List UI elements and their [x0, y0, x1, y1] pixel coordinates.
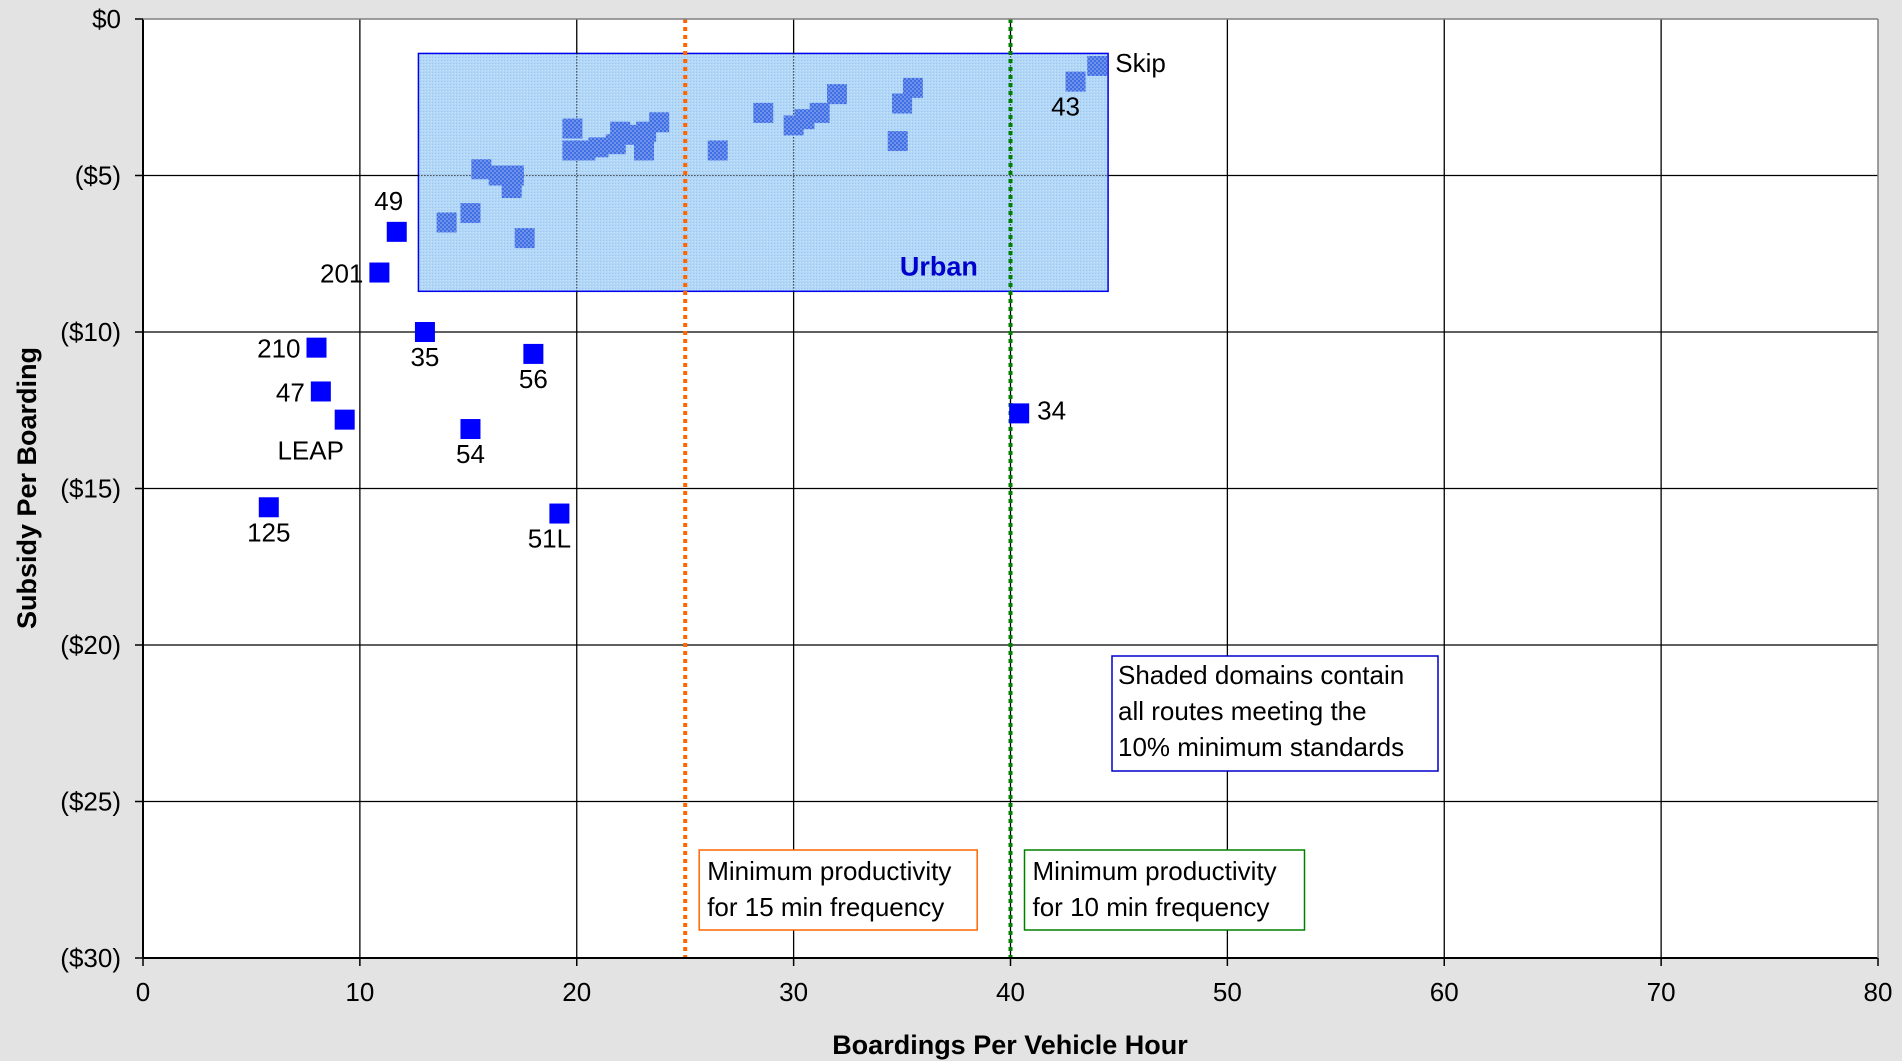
data-point — [605, 134, 626, 155]
points-layer: Skip 43 49 201 35 210 56 47 LEAP 54 34 125 51L — [247, 48, 1166, 554]
data-point — [488, 165, 509, 186]
x-tick-label: 70 — [1647, 977, 1676, 1007]
urban-region — [417, 52, 1109, 293]
annotation-text: all routes meeting the — [1118, 696, 1367, 726]
x-axis-title: Boardings Per Vehicle Hour — [832, 1030, 1188, 1060]
data-point — [809, 102, 830, 123]
grid-layer — [143, 19, 1878, 958]
y-tick-label: ($30) — [60, 943, 121, 973]
x-tick-label: 50 — [1213, 977, 1242, 1007]
x-tick-label: 10 — [345, 977, 374, 1007]
y-tick-label: ($20) — [60, 630, 121, 660]
annotation-text: Shaded domains contain — [1118, 660, 1404, 690]
point-label: Skip — [1115, 48, 1166, 78]
data-point — [436, 212, 457, 233]
point-label: 51L — [528, 524, 571, 554]
data-point — [1009, 403, 1030, 424]
reference-note-text: Minimum productivity — [1033, 856, 1277, 886]
data-point — [414, 322, 435, 342]
annotation-box — [1111, 655, 1439, 772]
y-tick-label: ($5) — [75, 161, 121, 191]
x-tick-label: 40 — [996, 977, 1025, 1007]
data-point — [460, 419, 481, 440]
annotation-text: 10% minimum standards — [1118, 732, 1404, 762]
data-point — [753, 102, 774, 123]
data-point — [902, 77, 923, 98]
x-tick-label: 0 — [136, 977, 150, 1007]
data-point — [369, 262, 390, 283]
y-tick-label: ($15) — [60, 474, 121, 504]
point-label: LEAP — [277, 436, 344, 466]
point-label: 201 — [320, 259, 363, 289]
point-label: 47 — [276, 377, 305, 407]
data-point — [562, 118, 583, 139]
urban-region-layer: Urban — [417, 52, 1109, 293]
point-label: 210 — [257, 334, 300, 364]
data-point — [471, 159, 492, 180]
data-point — [1087, 55, 1108, 76]
y-tick-label: $0 — [92, 4, 121, 34]
data-point — [310, 381, 331, 402]
x-tick-label: 30 — [779, 977, 808, 1007]
reference-note-text: Minimum productivity — [707, 856, 951, 886]
data-point — [460, 203, 481, 224]
x-tick-label: 60 — [1430, 977, 1459, 1007]
data-point — [633, 140, 654, 161]
point-label: 56 — [519, 364, 548, 394]
reference-note-box — [698, 849, 978, 931]
point-label: 43 — [1051, 92, 1080, 122]
data-point — [523, 343, 544, 364]
axes-layer: 0 10 20 30 40 50 60 70 80 $0 ($5) ($10) ($15) ($20) ($… — [60, 4, 1892, 1007]
y-axis-title: Subsidy Per Boarding — [12, 347, 42, 629]
point-label: 125 — [247, 517, 290, 547]
data-point — [562, 140, 583, 161]
data-point — [334, 409, 355, 430]
reference-note-text: for 10 min frequency — [1033, 892, 1270, 922]
data-point — [827, 84, 847, 105]
data-point — [892, 93, 913, 114]
point-label: 34 — [1037, 395, 1066, 425]
notes-layer: Minimum productivity for 15 min frequency… — [698, 655, 1439, 931]
urban-region-label: Urban — [900, 252, 978, 282]
data-point — [707, 140, 728, 161]
point-label: 35 — [410, 342, 439, 372]
point-label: 49 — [374, 186, 403, 216]
reference-note-box — [1023, 849, 1306, 931]
data-point — [887, 131, 908, 152]
data-point — [386, 221, 407, 242]
y-tick-label: ($10) — [60, 317, 121, 347]
data-point — [258, 497, 279, 518]
x-tick-label: 80 — [1864, 977, 1893, 1007]
x-tick-label: 20 — [562, 977, 591, 1007]
data-point — [1065, 71, 1086, 92]
data-point — [549, 503, 570, 524]
reference-note-text: for 15 min frequency — [707, 892, 944, 922]
y-tick-label: ($25) — [60, 787, 121, 817]
data-point — [306, 337, 327, 358]
data-point — [783, 115, 804, 136]
point-label: 54 — [456, 439, 485, 469]
data-point — [514, 228, 535, 249]
